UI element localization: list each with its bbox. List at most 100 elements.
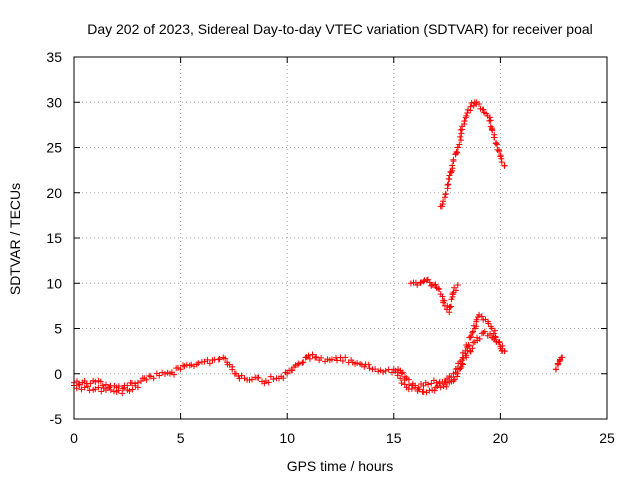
data-point bbox=[334, 357, 341, 364]
data-point bbox=[206, 360, 213, 367]
data-point bbox=[295, 360, 302, 367]
data-point bbox=[491, 327, 498, 334]
data-point bbox=[432, 281, 439, 288]
data-point bbox=[354, 360, 361, 367]
data-point bbox=[102, 381, 109, 388]
data-point bbox=[195, 359, 202, 366]
data-point bbox=[313, 354, 320, 361]
data-point bbox=[414, 282, 421, 289]
data-point bbox=[501, 348, 508, 355]
data-point bbox=[435, 285, 442, 292]
data-point bbox=[309, 351, 316, 358]
data-point bbox=[229, 366, 236, 373]
y-tick-label: 5 bbox=[54, 321, 62, 337]
data-point bbox=[409, 380, 416, 387]
data-point bbox=[412, 384, 419, 391]
data-point bbox=[459, 361, 466, 368]
data-point bbox=[407, 280, 414, 287]
data-point bbox=[559, 354, 566, 361]
data-point bbox=[457, 126, 464, 133]
data-point bbox=[444, 182, 451, 189]
data-point bbox=[188, 361, 195, 368]
data-point bbox=[417, 280, 424, 287]
data-point bbox=[452, 366, 459, 373]
data-point bbox=[204, 356, 211, 363]
data-point bbox=[236, 375, 243, 382]
data-point bbox=[447, 304, 454, 311]
data-point bbox=[339, 358, 346, 365]
data-point bbox=[417, 279, 424, 286]
x-tick-label: 20 bbox=[493, 430, 509, 446]
data-point bbox=[476, 311, 483, 318]
data-point bbox=[365, 361, 372, 368]
data-point bbox=[420, 278, 427, 285]
data-point bbox=[447, 303, 454, 310]
data-point bbox=[366, 365, 373, 372]
data-point bbox=[480, 330, 487, 337]
data-point bbox=[446, 172, 453, 179]
data-point bbox=[476, 101, 483, 108]
data-point bbox=[380, 368, 387, 375]
data-point bbox=[489, 127, 496, 134]
data-point bbox=[78, 386, 85, 393]
data-point bbox=[126, 388, 133, 395]
data-point bbox=[431, 387, 438, 394]
data-point bbox=[454, 365, 461, 372]
y-axis-label: SDTVAR / TECUs bbox=[7, 183, 23, 295]
data-point bbox=[487, 123, 494, 130]
data-point bbox=[490, 330, 497, 337]
data-point bbox=[394, 372, 401, 379]
data-point bbox=[440, 198, 447, 205]
data-point bbox=[449, 162, 456, 169]
series-7 bbox=[552, 354, 566, 373]
data-point bbox=[442, 190, 449, 197]
data-point bbox=[457, 133, 464, 140]
data-point bbox=[174, 364, 181, 371]
data-point bbox=[150, 375, 157, 382]
data-point bbox=[180, 362, 187, 369]
data-point bbox=[480, 106, 487, 113]
data-point bbox=[270, 376, 277, 383]
data-point bbox=[289, 367, 296, 374]
data-point bbox=[553, 366, 560, 373]
data-point bbox=[406, 381, 413, 388]
data-point bbox=[453, 148, 460, 155]
data-point bbox=[222, 355, 229, 362]
data-point bbox=[420, 388, 427, 395]
data-point bbox=[265, 379, 272, 386]
data-point bbox=[306, 355, 313, 362]
data-point bbox=[456, 141, 463, 148]
y-tick-label: 10 bbox=[46, 275, 62, 291]
data-point bbox=[454, 373, 461, 380]
data-point bbox=[385, 366, 392, 373]
data-point bbox=[441, 194, 448, 201]
data-point bbox=[426, 387, 433, 394]
data-point bbox=[496, 147, 503, 154]
data-point bbox=[372, 366, 379, 373]
data-point bbox=[399, 369, 406, 376]
y-tick-label: 25 bbox=[46, 140, 62, 156]
data-point bbox=[454, 144, 461, 151]
data-point bbox=[238, 372, 245, 379]
data-point bbox=[318, 354, 325, 361]
data-point bbox=[159, 369, 166, 376]
y-tick-label: 30 bbox=[46, 94, 62, 110]
data-point bbox=[397, 375, 404, 382]
data-point bbox=[486, 114, 493, 121]
data-point bbox=[171, 371, 178, 378]
data-point bbox=[485, 320, 492, 327]
data-point bbox=[115, 387, 122, 394]
data-point bbox=[470, 328, 477, 335]
series-1 bbox=[71, 351, 451, 393]
data-point bbox=[398, 380, 405, 387]
data-point bbox=[454, 149, 461, 156]
data-point bbox=[469, 345, 476, 352]
data-point bbox=[84, 383, 91, 390]
data-point bbox=[473, 316, 480, 323]
y-tick-label: 0 bbox=[54, 366, 62, 382]
data-point bbox=[201, 358, 208, 365]
data-point bbox=[461, 118, 468, 125]
data-point bbox=[389, 369, 396, 376]
